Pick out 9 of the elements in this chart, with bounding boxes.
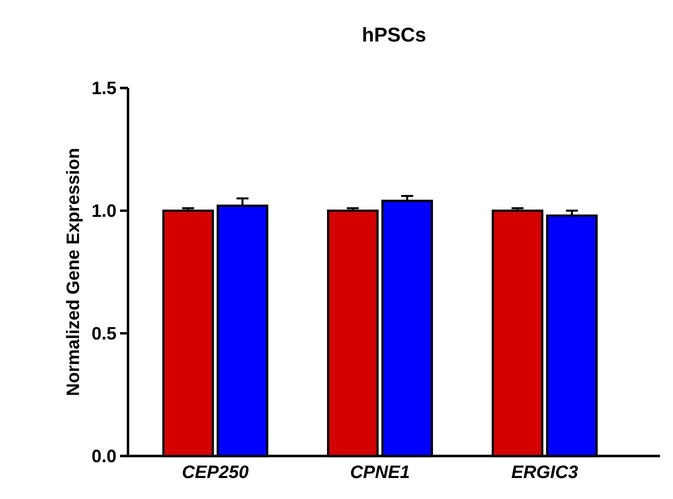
x-tick-label: CEP250 <box>182 465 249 478</box>
y-tick-label: 0.5 <box>92 326 116 340</box>
y-axis-title: Normalized Gene Expression <box>66 149 83 395</box>
y-tick-label: 1.5 <box>92 82 116 94</box>
chart-title: hPSCs <box>363 27 426 42</box>
y-tick-label: 1.0 <box>92 204 116 218</box>
x-tick-label: ERGIC3 <box>512 465 578 478</box>
x-tick-label: CPNE1 <box>350 465 409 478</box>
y-tick-label: 0.0 <box>92 450 116 462</box>
